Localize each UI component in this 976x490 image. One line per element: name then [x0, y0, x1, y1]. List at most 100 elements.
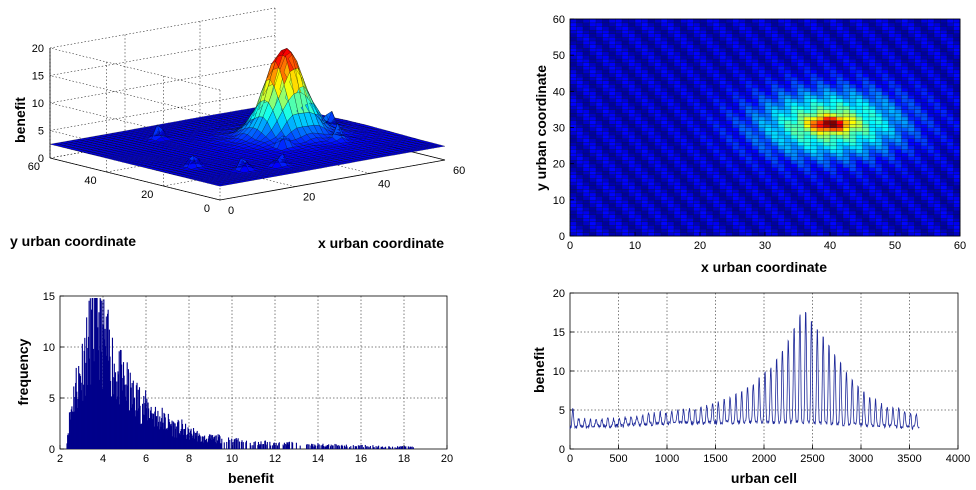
heatmap-cell	[875, 188, 883, 194]
heatmap-cell	[589, 224, 597, 230]
heatmap-cell	[797, 145, 805, 150]
heatmap-cell	[634, 199, 642, 204]
heatmap-cell	[569, 174, 577, 179]
heatmap-cell	[914, 87, 922, 92]
heatmap-cell	[790, 87, 798, 92]
heatmap-cell	[901, 98, 909, 103]
heatmap-cell	[582, 94, 590, 100]
heatmap-cell	[868, 51, 876, 56]
heatmap-cell	[914, 192, 922, 197]
heatmap-cell	[810, 83, 818, 89]
heatmap-cell	[790, 141, 798, 147]
heatmap-cell	[751, 159, 759, 165]
heatmap-cell	[634, 181, 642, 186]
heatmap-cell	[790, 69, 798, 74]
heatmap-cell	[602, 98, 610, 103]
heatmap-cell	[621, 188, 629, 194]
heatmap-cell	[797, 141, 805, 147]
heatmap-cell	[907, 58, 915, 63]
heatmap-cell	[842, 130, 850, 136]
heatmap-cell	[686, 36, 694, 42]
heatmap-cell	[842, 141, 850, 147]
heatmap-cell	[615, 69, 623, 74]
heatmap-cell	[862, 174, 870, 179]
heatmap-cell	[771, 217, 779, 223]
heatmap-cell	[855, 116, 863, 121]
heatmap-cell	[816, 224, 824, 230]
heatmap-cell	[667, 199, 675, 204]
heatmap-cell	[888, 69, 896, 74]
heatmap-cell	[686, 206, 694, 212]
heatmap-cell	[842, 163, 850, 168]
heatmap-cell	[914, 174, 922, 179]
heatmap-cell	[576, 22, 584, 27]
heatmap-cell	[862, 65, 870, 71]
heatmap-cell	[823, 174, 831, 179]
heatmap-cell	[894, 174, 902, 179]
heatmap-cell	[660, 76, 668, 81]
heatmap-cell	[660, 22, 668, 27]
heatmap-cell	[686, 44, 694, 49]
heatmap-cell	[660, 65, 668, 71]
heatmap-cell	[745, 134, 753, 139]
heatmap-cell	[628, 91, 636, 96]
heatmap-cell	[881, 156, 889, 161]
heatmap-cell	[862, 62, 870, 67]
heatmap-cell	[829, 62, 837, 67]
heatmap-cell	[914, 199, 922, 204]
heatmap-cell	[927, 87, 935, 92]
surface-x-axis	[219, 159, 446, 201]
heatmap-cell	[784, 167, 792, 172]
heatmap-cell	[602, 228, 610, 233]
heatmap-cell	[686, 149, 694, 154]
heatmap-cell	[654, 224, 662, 230]
heatmap-cell	[777, 177, 785, 183]
heatmap-cell	[803, 65, 811, 71]
heatmap-cell	[621, 159, 629, 165]
heatmap-cell	[608, 36, 616, 42]
heatmap-cell	[732, 26, 740, 31]
heatmap-cell	[621, 127, 629, 132]
heatmap-cell	[647, 112, 655, 118]
heatmap-cell	[868, 54, 876, 60]
surface-z-tick-label: 15	[32, 71, 44, 83]
heatmap-cell	[849, 141, 857, 147]
heatmap-cell	[920, 65, 928, 71]
heatmap-cell	[660, 167, 668, 172]
heatmap-cell	[777, 69, 785, 74]
heatmap-cell	[888, 159, 896, 165]
heatmap-cell	[680, 98, 688, 103]
heatmap-cell	[660, 174, 668, 179]
heatmap-cell	[569, 47, 577, 53]
heatmap-cell	[641, 54, 649, 60]
heatmap-cell	[686, 159, 694, 165]
heatmap-cell	[602, 130, 610, 136]
heatmap-cell	[738, 177, 746, 183]
heatmap-cell	[745, 210, 753, 215]
heatmap-cell	[693, 62, 701, 67]
heatmap-cell	[582, 51, 590, 56]
heatmap-cell	[589, 91, 597, 96]
heatmap-cell	[816, 65, 824, 71]
surface-z-tick-label: 20	[32, 43, 44, 55]
heatmap-cell	[888, 76, 896, 81]
heatmap-cell	[758, 18, 766, 24]
heatmap-cell	[868, 149, 876, 154]
heatmap-cell	[719, 112, 727, 118]
heatmap-cell	[862, 40, 870, 45]
heatmap-cell	[868, 112, 876, 118]
heatmap-cell	[849, 22, 857, 27]
heatmap-cell	[855, 228, 863, 233]
heatmap-cell	[660, 192, 668, 197]
heatmap-cell	[862, 33, 870, 38]
heatmap-cell	[582, 54, 590, 60]
heatmap-cell	[881, 102, 889, 107]
heatmap-cell	[589, 58, 597, 63]
heatmap-cell	[836, 120, 844, 125]
heatmap-cell	[621, 174, 629, 179]
heatmap-cell	[621, 156, 629, 161]
heatmap-cell	[608, 105, 616, 110]
heatmap-cell	[621, 167, 629, 172]
heatmap-cell	[836, 138, 844, 143]
heatmap-cell	[771, 109, 779, 114]
